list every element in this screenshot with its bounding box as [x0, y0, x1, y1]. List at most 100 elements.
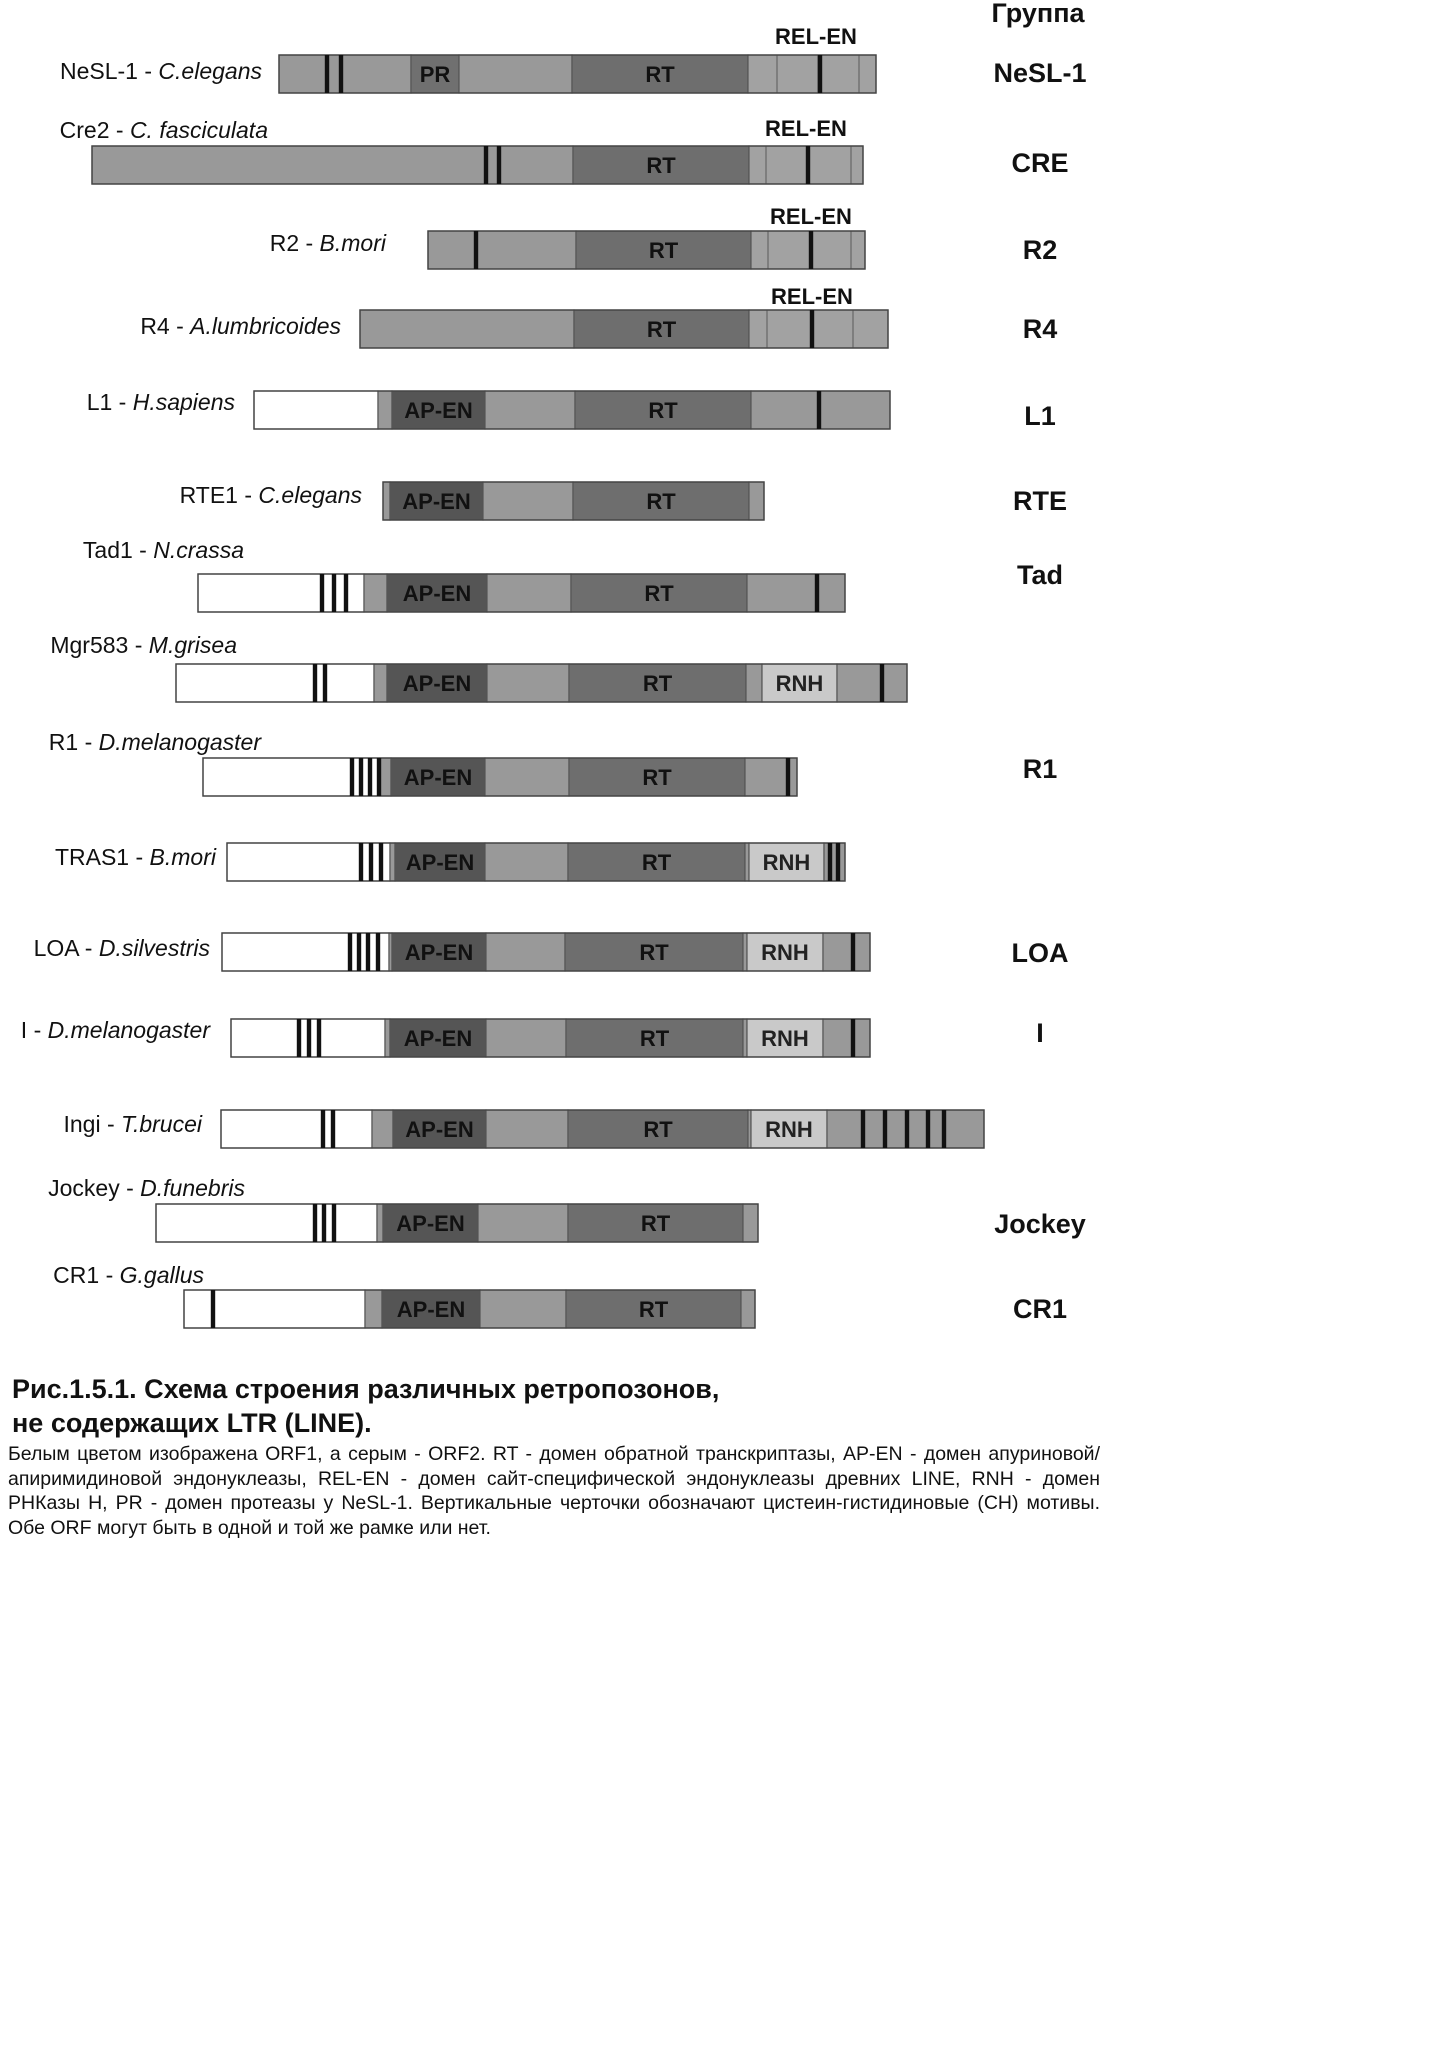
group-name: Tad [1017, 560, 1063, 590]
orf2-segment [371, 1109, 394, 1149]
element-row: L1 - H.sapiens AP-EN RT L1 [87, 389, 1056, 431]
rt-domain [567, 1109, 749, 1149]
element-outline [427, 230, 866, 270]
domain-label: RT [642, 765, 672, 790]
domain-label: RT [643, 1117, 673, 1142]
ch-motif-tick [347, 933, 353, 971]
element-row: Tad1 - N.crassa AP-EN RT Tad [83, 537, 1063, 613]
figure-caption-title: Рис.1.5.1. Схема строения различных ретр… [12, 1372, 1092, 1440]
element-label: RTE1 - C.elegans [180, 482, 363, 508]
element-outline [155, 1203, 759, 1243]
element-species: H.sapiens [133, 389, 236, 415]
element-label-prefix: NeSL-1 - [60, 58, 158, 84]
element-label: CR1 - G.gallus [53, 1262, 204, 1288]
ch-motif-tick [375, 933, 381, 971]
element-row: R2 - B.mori RT REL-EN R2 [270, 204, 1057, 270]
orf2-segment [376, 1203, 384, 1243]
domain-label: AP-EN [404, 1026, 472, 1051]
element-outline [197, 573, 846, 613]
orf2-segment [484, 390, 576, 430]
element-label-prefix: R4 - [140, 313, 190, 339]
orf2-segment [377, 390, 393, 430]
figure-caption-body: Белым цветом изображена ORF1, а серым - … [8, 1443, 1100, 1539]
domain-label: AP-EN [403, 671, 471, 696]
domain-label: RNH [763, 850, 811, 875]
element-row: Ingi - T.brucei AP-EN RT RNH [63, 1109, 985, 1149]
group-name: CRE [1011, 148, 1068, 178]
element-row: I - D.melanogaster AP-EN RT RNH I [21, 1017, 1044, 1058]
ch-motif-tick [879, 664, 885, 702]
orf2-segment [836, 663, 908, 703]
rows-layer: NeSL-1 - C.elegans PR RT REL-EN NeSL-1 Cre2 -… [21, 24, 1087, 1329]
element-row: Jockey - D.funebris AP-EN RT Jockey [48, 1175, 1086, 1243]
group-name: Jockey [994, 1209, 1086, 1239]
element-species: D.silvestris [99, 935, 211, 961]
ch-motif-tick [827, 843, 833, 881]
group-column-header: Группа [991, 0, 1085, 28]
element-outline [183, 1289, 756, 1329]
orf2-segment [742, 1203, 759, 1243]
domain-label: AP-EN [405, 940, 473, 965]
domain-label: AP-EN [396, 1211, 464, 1236]
ch-motif-tick [496, 146, 502, 184]
ch-motif-tick [817, 55, 823, 93]
element-species: B.mori [320, 230, 387, 256]
ch-motif-tick [850, 1019, 856, 1057]
element-outline [278, 54, 877, 94]
element-label: LOA - D.silvestris [34, 935, 211, 961]
orf2-segment [373, 663, 388, 703]
domain-label: AP-EN [397, 1297, 465, 1322]
orf2-segment [823, 842, 846, 882]
group-name: CR1 [1013, 1294, 1067, 1324]
domain-label: RNH [761, 1026, 809, 1051]
caption-title-line-1: Рис.1.5.1. Схема строения различных ретр… [12, 1374, 720, 1404]
element-label-prefix: LOA - [34, 935, 99, 961]
element-species: D.melanogaster [99, 729, 263, 755]
ch-motif-tick [809, 310, 815, 348]
rt-domain [567, 1203, 744, 1243]
element-label: Jockey - D.funebris [48, 1175, 245, 1201]
domain-label: AP-EN [402, 489, 470, 514]
group-name: I [1036, 1018, 1044, 1048]
ch-motif-tick [312, 1204, 318, 1242]
domain-label: RT [642, 850, 672, 875]
element-outline [253, 390, 891, 430]
orf2-segment [384, 1018, 391, 1058]
group-name: L1 [1024, 401, 1056, 431]
ch-motif-tick [349, 758, 355, 796]
element-label: R4 - A.lumbricoides [140, 313, 341, 339]
orf1-segment [197, 573, 365, 613]
orf2-segment [379, 757, 392, 797]
group-name: R1 [1023, 754, 1058, 784]
domain-label: AP-EN [404, 398, 472, 423]
ch-motif-tick [941, 1110, 947, 1148]
domain-label: RT [649, 238, 679, 263]
orf2-segment [278, 54, 412, 94]
element-label: Cre2 - C. fasciculata [60, 117, 268, 143]
element-outline [226, 842, 846, 882]
ch-motif-tick [358, 843, 364, 881]
ch-motif-tick [904, 1110, 910, 1148]
orf2-segment [363, 573, 388, 613]
domain-label: RNH [761, 940, 809, 965]
domain-label: RT [640, 1026, 670, 1051]
ch-motif-tick [322, 664, 328, 702]
ch-motif-tick [316, 1019, 322, 1057]
domain-label: AP-EN [404, 765, 472, 790]
orf2-segment [458, 54, 573, 94]
ch-motif-tick [785, 758, 791, 796]
element-outline [221, 932, 871, 972]
orf2-segment [485, 1018, 567, 1058]
ch-motif-tick [306, 1019, 312, 1057]
orf2-segment [389, 842, 396, 882]
domain-label: AP-EN [406, 850, 474, 875]
orf2-segment [746, 573, 846, 613]
ch-motif-tick [816, 391, 822, 429]
element-species: D.melanogaster [48, 1017, 212, 1043]
group-name: RTE [1013, 486, 1067, 516]
pr-domain [410, 54, 460, 94]
orf2-segment [485, 932, 566, 972]
element-row: CR1 - G.gallus AP-EN RT CR1 [53, 1262, 1067, 1329]
rt-domain [571, 54, 749, 94]
ch-motif-tick [473, 231, 479, 269]
